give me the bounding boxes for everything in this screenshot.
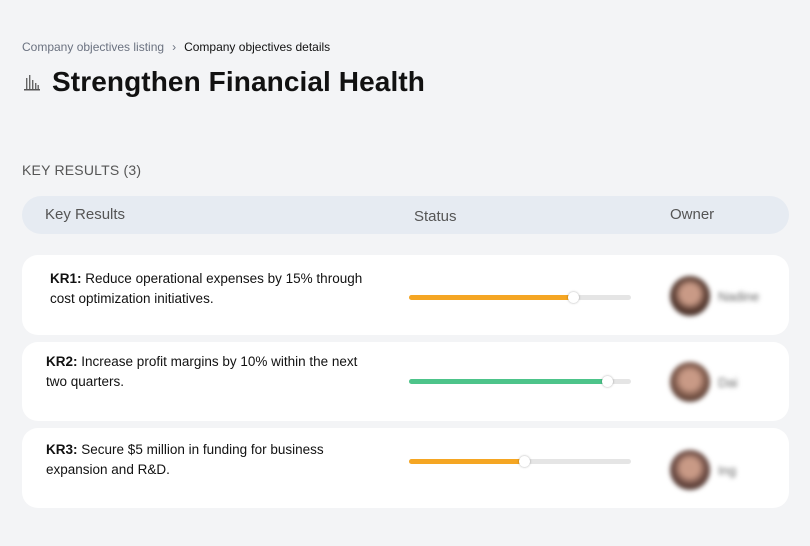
owner-name: Ing [718,462,737,478]
key-result-description: Secure $5 million in funding for busines… [46,442,324,477]
breadcrumb-current: Company objectives details [184,40,331,54]
key-result-row[interactable]: KR3: Secure $5 million in funding for bu… [22,428,789,508]
key-result-row[interactable]: KR2: Increase profit margins by 10% with… [22,342,789,421]
key-result-description: Increase profit margins by 10% within th… [46,354,358,389]
progress-handle[interactable] [601,376,613,387]
key-result-text: KR3: Secure $5 million in funding for bu… [46,440,376,480]
progress-handle[interactable] [519,456,531,467]
progress-bar [409,292,631,303]
key-result-code: KR3: [46,442,78,457]
avatar [670,276,710,316]
title-row: Strengthen Financial Health [22,66,425,98]
owner-name: Dai [718,374,738,390]
avatar [670,362,710,402]
progress-fill [409,295,574,300]
avatar [670,450,710,490]
key-results-section-title: KEY RESULTS (3) [22,162,142,178]
key-result-text: KR2: Increase profit margins by 10% with… [46,352,372,392]
progress-bar [409,376,631,387]
progress-handle[interactable] [568,292,580,303]
breadcrumb-parent-link[interactable]: Company objectives listing [22,40,165,54]
table-header: Key Results Status Owner [22,196,789,234]
chevron-right-icon: › [172,40,177,54]
column-header-status: Status [414,208,457,225]
key-result-code: KR2: [46,354,78,369]
column-header-key-results: Key Results [45,206,126,223]
key-result-code: KR1: [50,271,82,286]
bank-building-icon [24,75,40,91]
key-result-description: Reduce operational expenses by 15% throu… [50,271,363,306]
progress-fill [409,379,607,384]
column-header-owner: Owner [670,206,715,223]
page-title: Strengthen Financial Health [52,66,425,97]
owner[interactable]: Ing [670,450,736,490]
progress-fill [409,459,525,464]
key-result-text: KR1: Reduce operational expenses by 15% … [50,269,380,309]
owner[interactable]: Nadine [670,276,759,316]
owner[interactable]: Dai [670,362,738,402]
key-result-row[interactable]: KR1: Reduce operational expenses by 15% … [22,255,789,335]
progress-bar [409,456,631,467]
breadcrumb: Company objectives listing › Company obj… [22,40,330,54]
owner-name: Nadine [718,288,760,304]
